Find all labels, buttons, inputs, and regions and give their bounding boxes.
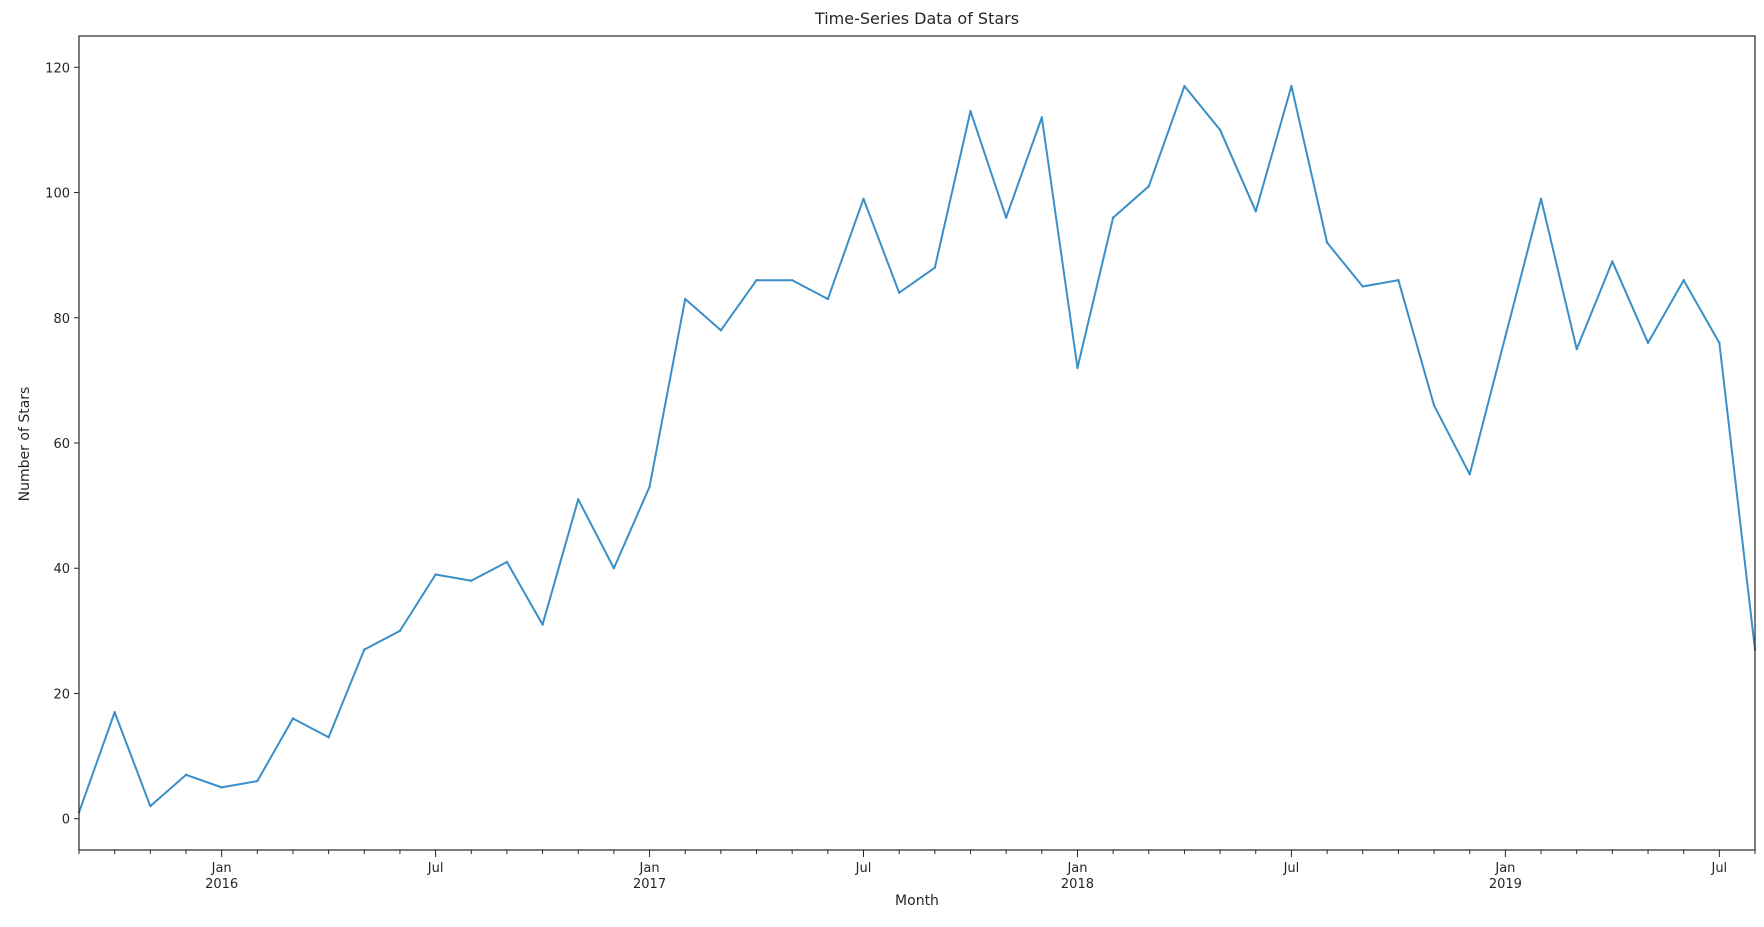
y-axis-title: Number of Stars bbox=[17, 387, 33, 502]
data-point bbox=[184, 773, 188, 777]
data-point bbox=[470, 579, 473, 582]
data-point bbox=[1575, 347, 1578, 351]
data-point bbox=[398, 629, 402, 633]
data-point bbox=[862, 197, 865, 200]
data-point bbox=[1468, 473, 1471, 476]
x-tick-year-label: 2016 bbox=[205, 877, 238, 892]
data-point bbox=[256, 779, 259, 783]
data-point bbox=[1290, 84, 1293, 88]
data-point bbox=[1432, 404, 1436, 407]
y-tick-label: 100 bbox=[45, 187, 70, 202]
data-points bbox=[77, 84, 1757, 814]
stars-series-line bbox=[78, 85, 1756, 813]
x-tick-label: Jul bbox=[427, 861, 444, 876]
y-tick-label: 120 bbox=[45, 61, 70, 76]
x-tick-year-label: 2017 bbox=[633, 877, 666, 892]
data-point bbox=[897, 291, 901, 294]
plot-frame bbox=[78, 35, 1756, 851]
data-point bbox=[1718, 341, 1721, 345]
data-point bbox=[1218, 128, 1222, 132]
data-point bbox=[220, 786, 223, 789]
data-point bbox=[541, 623, 544, 626]
data-point bbox=[933, 266, 937, 269]
data-point bbox=[1076, 366, 1079, 370]
data-point bbox=[719, 329, 723, 332]
y-tick-label: 60 bbox=[53, 437, 70, 452]
data-point bbox=[363, 648, 366, 651]
data-point bbox=[969, 109, 972, 113]
data-point bbox=[648, 485, 651, 489]
data-point bbox=[434, 573, 437, 576]
data-point bbox=[790, 279, 794, 282]
x-tick-label: Jul bbox=[1710, 861, 1727, 876]
data-point bbox=[1254, 210, 1257, 213]
y-tick-label: 0 bbox=[62, 813, 70, 828]
y-axis: 0 20 40 60 80 100 120 bbox=[45, 61, 79, 828]
data-point bbox=[1325, 241, 1329, 244]
x-tick-label: Jul bbox=[855, 861, 872, 876]
data-point bbox=[826, 297, 830, 301]
data-point bbox=[1040, 116, 1044, 119]
data-point bbox=[113, 711, 116, 714]
x-tick-year-label: 2018 bbox=[1061, 877, 1094, 892]
data-point bbox=[1147, 185, 1150, 188]
data-point bbox=[755, 279, 758, 282]
data-point bbox=[1646, 341, 1650, 345]
x-tick-year-label: 2019 bbox=[1489, 877, 1522, 892]
data-point bbox=[577, 498, 580, 501]
data-point bbox=[1004, 216, 1008, 219]
data-point bbox=[1504, 335, 1507, 338]
x-tick-label: Jan bbox=[1494, 861, 1515, 876]
data-point bbox=[1361, 285, 1364, 288]
data-point bbox=[1111, 216, 1115, 219]
y-tick-label: 20 bbox=[53, 687, 70, 702]
data-point bbox=[612, 567, 616, 570]
x-tick-label: Jan bbox=[1066, 861, 1087, 876]
data-point bbox=[1183, 84, 1186, 88]
data-point bbox=[684, 297, 687, 301]
data-point bbox=[1682, 279, 1685, 282]
data-point bbox=[1397, 279, 1400, 282]
x-tick-label: Jan bbox=[639, 861, 660, 876]
x-axis-title: Month bbox=[895, 893, 939, 909]
chart-title: Time-Series Data of Stars bbox=[814, 9, 1019, 28]
y-tick-label: 40 bbox=[53, 562, 70, 577]
x-tick-label: Jan bbox=[211, 861, 232, 876]
x-tick-label: Jul bbox=[1283, 861, 1300, 876]
data-point bbox=[327, 736, 330, 739]
data-point bbox=[1611, 260, 1614, 263]
data-point bbox=[149, 804, 152, 808]
data-point bbox=[1539, 197, 1543, 200]
y-tick-label: 80 bbox=[53, 312, 70, 327]
data-point bbox=[291, 717, 295, 720]
data-point bbox=[505, 560, 509, 564]
